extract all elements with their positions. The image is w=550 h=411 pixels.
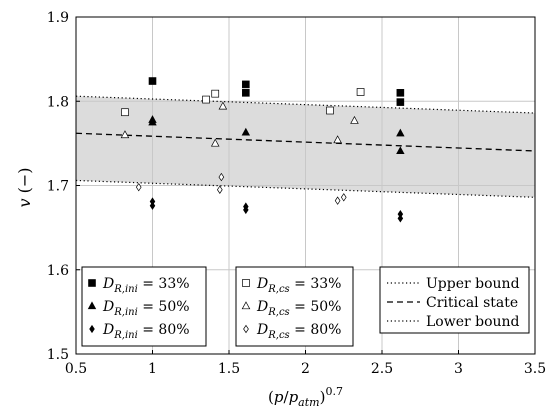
legend-label: Lower bound xyxy=(426,314,520,330)
legend-label: DR,cs = 80% xyxy=(256,322,341,341)
y-tick-label: 1.9 xyxy=(47,10,69,26)
data-point xyxy=(350,115,359,124)
legend-box xyxy=(235,266,354,347)
data-point xyxy=(148,117,157,126)
upper-bound-line xyxy=(75,95,536,114)
x-tick-label: 0.5 xyxy=(65,361,87,377)
data-point xyxy=(149,201,156,210)
data-point xyxy=(135,182,142,192)
data-point xyxy=(241,127,251,136)
data-point xyxy=(120,130,130,139)
data-point xyxy=(397,214,404,223)
legend-bottom-right: Upper bound Critical state Lower bound xyxy=(379,266,530,334)
legend-box xyxy=(81,266,207,347)
data-point xyxy=(333,135,342,144)
x-tick-label: 1.5 xyxy=(218,361,240,377)
data-point xyxy=(210,138,220,147)
legend-label: Critical state xyxy=(426,295,518,311)
data-point xyxy=(326,106,334,115)
critical-state-line xyxy=(75,132,536,152)
x-tick-label: 2.5 xyxy=(371,361,393,377)
legend-label: DR,ini = 33% xyxy=(102,276,190,295)
legend-marker xyxy=(88,279,96,287)
lower-bound-line xyxy=(75,179,536,198)
data-point xyxy=(396,89,405,97)
y-tick-label: 1.7 xyxy=(47,179,69,195)
y-tick-label: 1.5 xyxy=(47,347,69,363)
data-point xyxy=(340,193,347,202)
legend-label: Upper bound xyxy=(426,276,520,292)
data-point xyxy=(242,89,250,97)
legend-label: DR,cs = 33% xyxy=(256,276,341,295)
x-tick-label: 3 xyxy=(454,361,463,377)
legend-marker xyxy=(243,324,249,334)
data-point xyxy=(243,205,249,215)
data-point xyxy=(202,95,210,104)
y-tick-label: 1.8 xyxy=(47,94,69,110)
data-point xyxy=(218,172,225,182)
legend-marker xyxy=(87,301,97,310)
legend-bottom-left: DR,ini = 33% DR,ini = 50% DR,ini = 80% xyxy=(81,266,207,347)
data-point xyxy=(396,146,405,155)
data-point xyxy=(396,98,405,106)
x-tick-label: 3.5 xyxy=(524,361,546,377)
legend-box xyxy=(379,266,530,334)
legend-label: DR,cs = 50% xyxy=(256,299,341,318)
data-point xyxy=(211,89,220,98)
data-point xyxy=(216,185,223,194)
data-point xyxy=(396,128,405,137)
x-tick-label: 2 xyxy=(301,361,310,377)
plot-area: 0.5 1 1.5 2 2.5 3 3.5 1.5 1.6 1.7 1.8 1.9 v (−) (p/pa… xyxy=(15,10,546,409)
legend-marker xyxy=(242,279,250,287)
data-point xyxy=(356,88,365,96)
legend-label: DR,ini = 80% xyxy=(102,322,190,341)
y-tick-label: 1.6 xyxy=(47,263,69,279)
x-tick-label: 1 xyxy=(148,361,157,377)
data-point xyxy=(121,108,129,117)
data-point xyxy=(242,80,250,89)
data-point xyxy=(218,101,228,110)
y-axis-label: v (−) xyxy=(15,167,34,207)
legend-marker xyxy=(89,324,95,334)
data-point xyxy=(148,77,157,85)
legend-label: DR,ini = 50% xyxy=(102,299,190,318)
data-point xyxy=(334,196,341,205)
x-axis-label: (p/patm)0.7 xyxy=(268,385,343,409)
axes-frame xyxy=(75,16,536,355)
legend-bottom-center: DR,cs = 33% DR,cs = 50% DR,cs = 80% xyxy=(235,266,354,347)
legend-marker xyxy=(241,301,251,310)
